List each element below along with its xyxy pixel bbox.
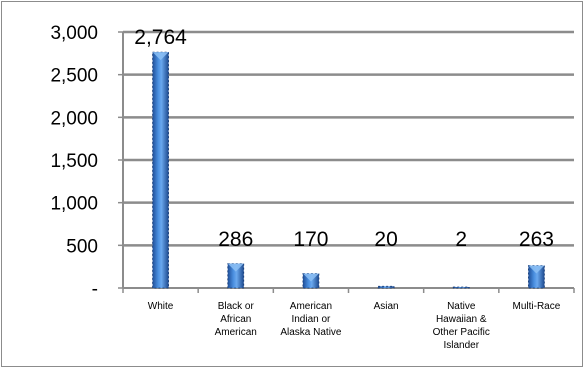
x-tick-label: Black or <box>218 301 255 312</box>
y-tick-label: 1,500 <box>50 151 98 172</box>
x-tick-label: Indian or <box>291 314 331 325</box>
bar <box>452 286 470 289</box>
y-tick-label: 1,000 <box>50 194 98 215</box>
data-label: 2 <box>455 228 467 251</box>
bar-cap <box>528 265 545 274</box>
x-tick-label: Alaska Native <box>280 327 342 338</box>
y-tick-label: 2,500 <box>50 66 98 87</box>
labels: 2,764 White 286 Black or African American 170 A… <box>134 26 560 351</box>
x-tick-label: White <box>148 301 174 312</box>
x-tick-label: African <box>220 314 251 325</box>
x-tick-label: Multi-Race <box>513 301 561 312</box>
x-tick-label: American <box>215 327 257 338</box>
gridlines <box>123 30 574 247</box>
y-tick-label: 2,000 <box>50 108 98 129</box>
bar-cap <box>302 273 319 282</box>
bar <box>377 285 395 289</box>
x-tick-label: American <box>290 301 332 312</box>
bar-cap <box>152 52 169 61</box>
data-label: 2,764 <box>134 26 187 49</box>
y-tick-label: - <box>92 279 98 300</box>
x-tick-label: Hawaiian & <box>436 314 487 325</box>
y-tick-label: 500 <box>66 236 98 257</box>
y-tick-label: 3,000 <box>50 23 98 44</box>
x-tick-label: Other Pacific <box>433 327 490 338</box>
bars <box>152 51 545 289</box>
data-label: 20 <box>374 228 397 251</box>
data-label: 286 <box>218 228 253 251</box>
bar <box>152 51 169 289</box>
bar-cap <box>227 263 244 272</box>
x-tick-label: Islander <box>443 340 479 351</box>
data-label: 170 <box>293 228 328 251</box>
axes: 3,000 2,500 2,000 1,500 1,000 500 - <box>50 23 575 300</box>
data-label: 263 <box>519 228 554 251</box>
x-tick-label: Asian <box>374 301 399 312</box>
x-tick-label: Native <box>447 301 476 312</box>
